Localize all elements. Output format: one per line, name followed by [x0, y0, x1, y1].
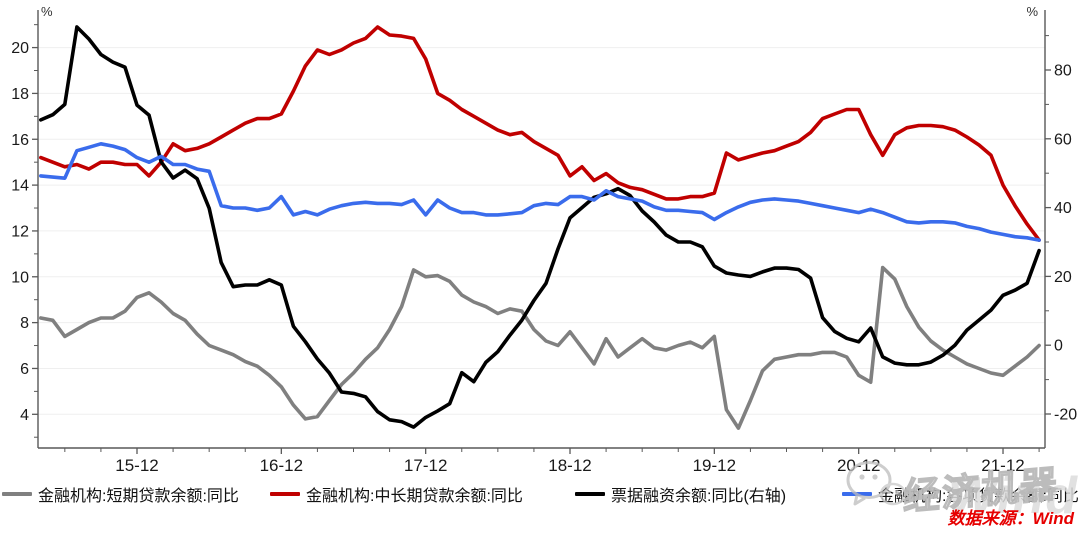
left-tick-label: 4	[20, 407, 29, 424]
legend-label: 票据融资余额:同比(右轴)	[611, 488, 787, 505]
x-tick-label: 18-12	[548, 456, 591, 475]
right-axis-unit-label: %	[1026, 4, 1038, 19]
legend-item-bills-financing: 票据融资余额:同比(右轴)	[575, 484, 787, 505]
left-tick-label: 14	[11, 178, 29, 195]
x-tick-label: 15-12	[115, 456, 158, 475]
left-axis-unit-label: %	[41, 4, 53, 19]
left-tick-label: 8	[20, 315, 29, 332]
left-tick-label: 18	[11, 86, 29, 103]
right-tick-label: 20	[1054, 269, 1072, 286]
series-line	[38, 265, 1041, 430]
series-line	[38, 25, 1041, 429]
right-tick-label: 0	[1054, 338, 1063, 355]
right-tick-label: 40	[1054, 200, 1072, 217]
right-tick-label: 60	[1054, 131, 1072, 148]
series-line	[38, 142, 1041, 242]
all-loans-swatch	[842, 492, 872, 496]
x-tick-label: 19-12	[693, 456, 736, 475]
right-tick-label: 80	[1054, 63, 1072, 80]
left-tick-label: 10	[11, 269, 29, 286]
legend-label: 金融机构:短期贷款余额:同比	[38, 488, 239, 505]
right-tick-label: -20	[1054, 407, 1077, 424]
x-tick-label: 16-12	[260, 456, 303, 475]
bills-financing-swatch	[575, 492, 605, 496]
legend-item-mlt-loans: 金融机构:中长期贷款余额:同比	[270, 484, 523, 505]
mlt-loans-swatch	[270, 492, 300, 496]
left-tick-label: 6	[20, 361, 29, 378]
legend-item-short-term-loans: 金融机构:短期贷款余额:同比	[2, 484, 239, 505]
left-tick-label: 16	[11, 132, 29, 149]
x-tick-label: 20-12	[837, 456, 880, 475]
left-tick-label: 20	[11, 40, 29, 57]
short-term-loans-swatch	[2, 492, 32, 496]
data-source-note: 数据来源：Wind	[947, 509, 1074, 528]
legend-label: 金融机构:各项贷款余额:同比	[878, 488, 1079, 505]
x-tick-label: 17-12	[404, 456, 447, 475]
legend-item-all-loans: 金融机构:各项贷款余额:同比	[842, 484, 1079, 505]
legend-label: 金融机构:中长期贷款余额:同比	[306, 488, 523, 505]
series-line	[38, 25, 1041, 242]
x-tick-label: 21-12	[981, 456, 1024, 475]
left-tick-label: 12	[11, 223, 29, 240]
